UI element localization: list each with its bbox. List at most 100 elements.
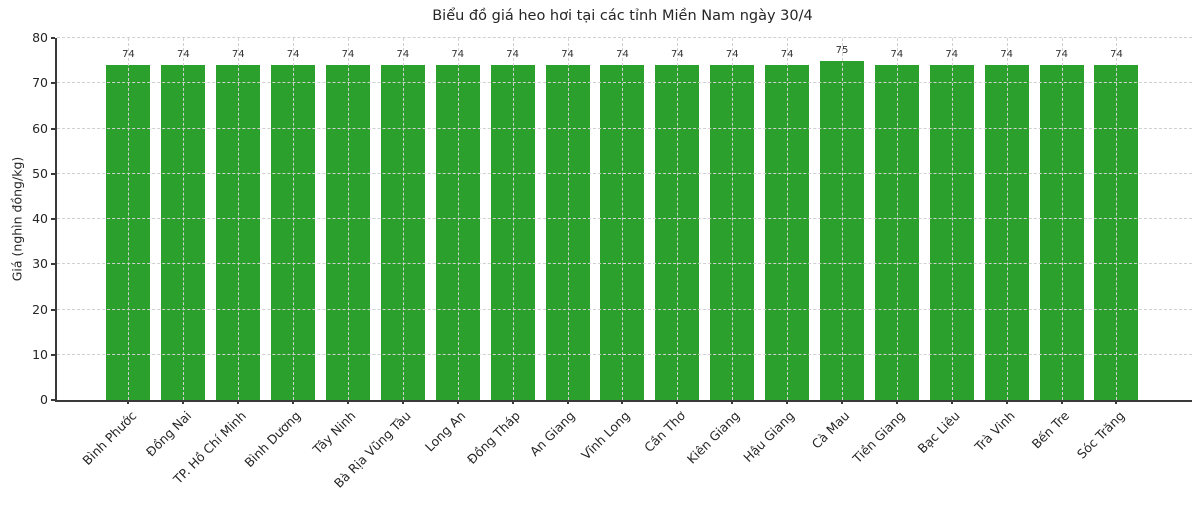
y-tick-label: 0 <box>40 392 48 407</box>
bar-slot: 74 Bạc Liêu <box>914 38 979 456</box>
bar-slot: 74 Long An <box>422 38 485 454</box>
bar-slot: 74 Hậu Giang <box>741 38 815 465</box>
x-tick-label: Bình Phước <box>79 408 140 468</box>
y-tick-mark <box>51 308 55 311</box>
h-gridline <box>57 308 1192 310</box>
x-tick-label: Sóc Trăng <box>1073 408 1128 462</box>
bar-slot: 74 Đồng Tháp <box>464 38 540 467</box>
bar-value-label: 74 <box>286 49 300 61</box>
x-tick-mark <box>841 400 844 404</box>
x-tick-mark <box>621 400 624 404</box>
bar-slot: 74 Bình Dương <box>242 38 321 470</box>
bar-slot: 74 Trà Vinh <box>971 38 1034 454</box>
y-tick-mark <box>51 399 55 401</box>
bar-value-label: 74 <box>670 49 684 61</box>
v-gridline <box>512 38 514 400</box>
x-tick-mark <box>292 400 295 404</box>
bar-value-label: 74 <box>341 49 355 61</box>
x-tick-label: Kiên Giang <box>684 408 743 467</box>
bar-slot: 75 Cà Mau <box>809 38 870 452</box>
chart-title: Biểu đồ giá heo hơi tại các tỉnh Miền Na… <box>432 8 813 24</box>
x-tick-mark <box>566 400 569 404</box>
y-tick-label: 60 <box>32 120 48 136</box>
bar-value-label: 74 <box>890 49 904 61</box>
v-gridline <box>1061 38 1063 400</box>
bar-slot: 74 Bà Rịa Vũng Tàu <box>331 38 430 491</box>
v-gridline <box>622 38 624 400</box>
v-gridline <box>348 38 349 400</box>
x-tick-label: Cần Thơ <box>640 408 688 456</box>
bar-value-label: 74 <box>176 49 190 61</box>
y-tick-label: 30 <box>32 256 48 272</box>
bar-slot: 74 Đồng Nai <box>143 38 211 459</box>
v-gridline <box>402 38 404 400</box>
bar-slots: 74 Bình Phước 74 Đồng Nai 74 TP. Hồ Chí Minh 7… <box>79 38 1144 491</box>
v-gridline <box>1116 38 1118 400</box>
x-tick-label: Đồng Tháp <box>464 408 524 467</box>
bar-value-label: 74 <box>945 49 959 61</box>
bar-slot: 74 Bình Phước <box>79 38 156 468</box>
y-tick-label: 20 <box>32 301 48 317</box>
v-gridline <box>842 38 844 400</box>
y-tick-mark <box>51 218 55 220</box>
bar-value-label: 74 <box>1110 49 1123 61</box>
h-gridline <box>57 172 1192 174</box>
bar-value-label: 74 <box>616 49 629 61</box>
x-tick-label: Đồng Nai <box>142 408 194 460</box>
h-gridline <box>57 127 1192 129</box>
v-gridline <box>293 38 295 400</box>
bar-value-label: 74 <box>561 49 574 61</box>
x-tick-label: Bến Tre <box>1028 408 1073 452</box>
x-tick-mark <box>676 400 679 404</box>
x-tick-label: Hậu Giang <box>740 408 798 466</box>
v-gridline <box>457 38 459 400</box>
bar-value-label: 74 <box>122 49 135 61</box>
v-gridline <box>896 38 898 400</box>
y-tick-label: 80 <box>32 30 48 45</box>
x-tick-mark <box>1005 400 1008 404</box>
v-gridline <box>183 38 185 400</box>
x-tick-label: Cà Mau <box>808 408 853 452</box>
v-gridline <box>567 38 569 400</box>
v-gridline <box>677 38 679 400</box>
bar-slot: 74 An Giang <box>527 38 595 459</box>
bar-slot: 74 Sóc Trăng <box>1073 38 1144 462</box>
bar-slot: 74 Bến Tre <box>1029 38 1089 451</box>
x-tick-label: Long An <box>421 408 469 455</box>
bar-slot: 74 Vĩnh Long <box>579 38 650 463</box>
x-tick-mark <box>401 400 404 404</box>
bar-slot: 74 Cần Thơ <box>641 38 705 455</box>
y-tick-mark <box>51 353 55 356</box>
y-tick-mark <box>51 82 55 85</box>
h-gridline <box>57 218 1192 219</box>
y-axis-label: Giá (nghìn đồng/kg) <box>9 156 25 282</box>
y-tick-mark <box>51 263 55 266</box>
bar-value-label: 74 <box>396 49 410 61</box>
v-gridline <box>238 38 240 400</box>
x-tick-label: Vĩnh Long <box>578 408 634 463</box>
x-tick-mark <box>895 400 898 404</box>
bar-value-label: 74 <box>451 49 465 61</box>
x-tick-mark <box>127 400 130 404</box>
y-tick-mark <box>51 127 55 130</box>
plot-area: 74 Bình Phước 74 Đồng Nai 74 TP. Hồ Chí Minh 7… <box>32 30 1192 491</box>
bar-value-label: 74 <box>1055 49 1068 61</box>
x-tick-mark <box>1115 400 1118 404</box>
y-tick-label: 10 <box>32 346 48 362</box>
x-tick-label: Tiền Giang <box>849 408 908 466</box>
x-tick-label: An Giang <box>527 408 579 460</box>
h-gridline <box>57 353 1192 355</box>
h-gridline <box>57 37 1192 38</box>
x-tick-label: Tây Ninh <box>309 408 359 457</box>
bar-value-label: 74 <box>725 49 739 61</box>
x-tick-mark <box>237 400 240 404</box>
v-gridline <box>128 38 130 400</box>
x-tick-mark <box>456 400 459 404</box>
x-tick-mark <box>182 400 185 404</box>
x-tick-mark <box>950 400 953 404</box>
x-tick-mark <box>731 400 734 404</box>
bar-value-label: 75 <box>835 44 849 56</box>
x-tick-label: Bình Dương <box>241 408 304 471</box>
bar-slot: 74 TP. Hồ Chí Minh <box>170 38 266 487</box>
